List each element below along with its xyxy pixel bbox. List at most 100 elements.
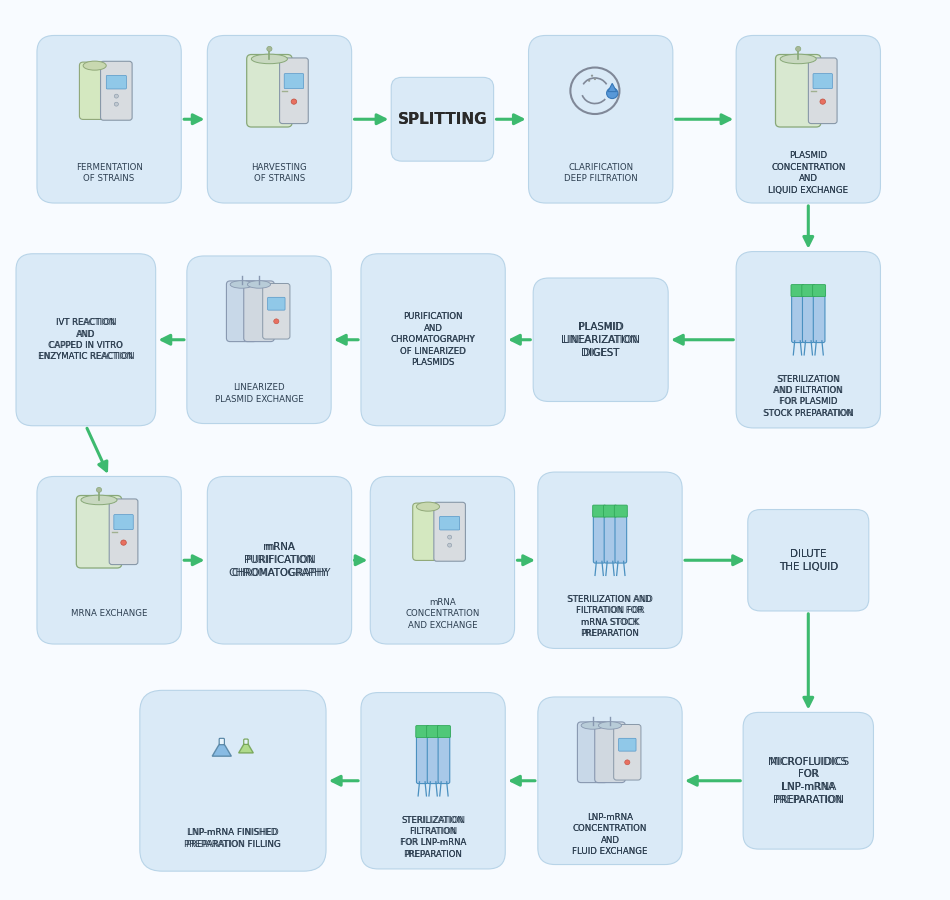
Text: STERILIZATION AND
FILTRATION FOR
mRNA STOCK
PREPARATION: STERILIZATION AND FILTRATION FOR mRNA ST… <box>568 595 652 638</box>
FancyBboxPatch shape <box>16 254 156 426</box>
FancyBboxPatch shape <box>603 505 617 517</box>
Text: IVT REACTION
AND
CAPPED IN VITRO
ENZYMATIC REACTION: IVT REACTION AND CAPPED IN VITRO ENZYMAT… <box>39 318 133 362</box>
FancyBboxPatch shape <box>427 725 440 737</box>
Circle shape <box>795 47 801 51</box>
Text: LNP-mRNA FINISHED
PREPARATION FILLING: LNP-mRNA FINISHED PREPARATION FILLING <box>184 828 281 849</box>
FancyBboxPatch shape <box>533 278 668 401</box>
FancyBboxPatch shape <box>437 725 450 737</box>
FancyBboxPatch shape <box>361 254 505 426</box>
Text: DILUTE
THE LIQUID: DILUTE THE LIQUID <box>779 549 838 572</box>
FancyBboxPatch shape <box>412 503 444 561</box>
FancyBboxPatch shape <box>263 284 290 339</box>
FancyBboxPatch shape <box>187 256 332 424</box>
FancyBboxPatch shape <box>802 284 815 296</box>
FancyBboxPatch shape <box>247 55 292 127</box>
FancyBboxPatch shape <box>434 502 466 562</box>
FancyBboxPatch shape <box>207 35 352 203</box>
Circle shape <box>267 47 272 51</box>
FancyBboxPatch shape <box>578 722 608 783</box>
Circle shape <box>447 536 451 539</box>
Circle shape <box>625 760 630 765</box>
Text: HARVESTING
OF STRAINS: HARVESTING OF STRAINS <box>252 163 308 183</box>
FancyBboxPatch shape <box>803 288 814 343</box>
Circle shape <box>121 540 126 545</box>
FancyBboxPatch shape <box>106 76 126 89</box>
FancyBboxPatch shape <box>736 251 881 428</box>
FancyBboxPatch shape <box>244 281 275 342</box>
FancyBboxPatch shape <box>416 725 428 737</box>
FancyBboxPatch shape <box>140 690 326 871</box>
FancyBboxPatch shape <box>593 505 606 517</box>
Text: CLARIFICATION
DEEP FILTRATION: CLARIFICATION DEEP FILTRATION <box>563 163 637 183</box>
FancyBboxPatch shape <box>791 288 804 343</box>
Text: PURIFICATION
AND
CHROMATOGRAPHY
OF LINEARIZED
PLASMIDS: PURIFICATION AND CHROMATOGRAPHY OF LINEA… <box>390 312 476 367</box>
Ellipse shape <box>84 61 106 70</box>
Ellipse shape <box>247 281 271 288</box>
Text: STERILIZATION
AND FILTRATION
FOR PLASMID
STOCK PREPARATION: STERILIZATION AND FILTRATION FOR PLASMID… <box>763 374 854 418</box>
Text: DILUTE
THE LIQUID: DILUTE THE LIQUID <box>779 549 838 572</box>
FancyBboxPatch shape <box>791 284 804 296</box>
FancyBboxPatch shape <box>604 508 616 563</box>
Text: STERILIZATION
AND FILTRATION
FOR PLASMID
STOCK PREPARATION: STERILIZATION AND FILTRATION FOR PLASMID… <box>764 374 852 418</box>
Circle shape <box>274 319 279 324</box>
FancyBboxPatch shape <box>775 55 821 127</box>
FancyBboxPatch shape <box>219 738 224 744</box>
Text: LINEARIZED
PLASMID EXCHANGE: LINEARIZED PLASMID EXCHANGE <box>215 383 303 403</box>
FancyBboxPatch shape <box>226 281 256 342</box>
Ellipse shape <box>780 54 816 64</box>
Text: LNP-mRNA FINISHED
PREPARATION FILLING: LNP-mRNA FINISHED PREPARATION FILLING <box>185 828 280 849</box>
Text: PLASMID
LINEARIZATION
DIGEST: PLASMID LINEARIZATION DIGEST <box>563 322 638 357</box>
FancyBboxPatch shape <box>813 74 832 88</box>
FancyBboxPatch shape <box>595 722 625 783</box>
FancyBboxPatch shape <box>101 61 132 121</box>
Text: MICROFLUIDICS
FOR
LNP-mRNA
PREPARATION: MICROFLUIDICS FOR LNP-mRNA PREPARATION <box>768 757 849 805</box>
Text: PLASMID
CONCENTRATION
AND
LIQUID EXCHANGE: PLASMID CONCENTRATION AND LIQUID EXCHANG… <box>769 151 848 194</box>
Text: LNP-mRNA
CONCENTRATION
AND
FLUID EXCHANGE: LNP-mRNA CONCENTRATION AND FLUID EXCHANG… <box>572 813 648 856</box>
Ellipse shape <box>581 722 604 729</box>
Circle shape <box>114 103 119 106</box>
FancyBboxPatch shape <box>618 738 637 752</box>
Text: STERILIZATION AND
FILTRATION FOR
mRNA STOCK
PREPARATION: STERILIZATION AND FILTRATION FOR mRNA ST… <box>567 595 653 638</box>
FancyBboxPatch shape <box>391 77 494 161</box>
Ellipse shape <box>598 722 621 729</box>
FancyBboxPatch shape <box>244 739 248 744</box>
Text: PLASMID
LINEARIZATION
DIGEST: PLASMID LINEARIZATION DIGEST <box>561 322 640 357</box>
FancyBboxPatch shape <box>594 508 605 563</box>
FancyBboxPatch shape <box>109 499 138 564</box>
FancyBboxPatch shape <box>538 472 682 648</box>
FancyBboxPatch shape <box>813 288 825 343</box>
FancyBboxPatch shape <box>615 505 627 517</box>
Ellipse shape <box>252 54 288 64</box>
FancyBboxPatch shape <box>615 508 627 563</box>
Text: mRNA
PURIFICATION
CHROMATOGRAPHY: mRNA PURIFICATION CHROMATOGRAPHY <box>228 543 331 578</box>
FancyBboxPatch shape <box>268 297 285 310</box>
Circle shape <box>607 88 618 99</box>
FancyBboxPatch shape <box>279 58 308 123</box>
Circle shape <box>588 79 590 82</box>
Circle shape <box>114 94 119 98</box>
FancyBboxPatch shape <box>416 729 428 784</box>
Circle shape <box>594 78 596 80</box>
FancyBboxPatch shape <box>207 476 352 644</box>
FancyBboxPatch shape <box>37 476 181 644</box>
FancyBboxPatch shape <box>80 62 110 120</box>
FancyBboxPatch shape <box>76 496 122 568</box>
Text: IVT REACTION
AND
CAPPED IN VITRO
ENZYMATIC REACTION: IVT REACTION AND CAPPED IN VITRO ENZYMAT… <box>38 318 134 362</box>
FancyBboxPatch shape <box>743 713 873 849</box>
FancyBboxPatch shape <box>808 58 837 123</box>
FancyBboxPatch shape <box>528 35 673 203</box>
FancyBboxPatch shape <box>614 724 641 780</box>
Text: MRNA EXCHANGE: MRNA EXCHANGE <box>71 609 147 618</box>
FancyBboxPatch shape <box>440 517 460 530</box>
Circle shape <box>447 544 451 547</box>
Ellipse shape <box>416 502 440 511</box>
FancyBboxPatch shape <box>284 74 304 88</box>
Circle shape <box>591 75 593 76</box>
Text: PLASMID
CONCENTRATION
AND
LIQUID EXCHANGE: PLASMID CONCENTRATION AND LIQUID EXCHANG… <box>769 151 848 194</box>
Circle shape <box>291 99 296 104</box>
Polygon shape <box>238 743 254 753</box>
Ellipse shape <box>230 281 254 288</box>
Text: mRNA
PURIFICATION
CHROMATOGRAPHY: mRNA PURIFICATION CHROMATOGRAPHY <box>231 543 328 578</box>
Text: LNP-mRNA
CONCENTRATION
AND
FLUID EXCHANGE: LNP-mRNA CONCENTRATION AND FLUID EXCHANG… <box>572 813 648 856</box>
FancyBboxPatch shape <box>114 515 133 529</box>
